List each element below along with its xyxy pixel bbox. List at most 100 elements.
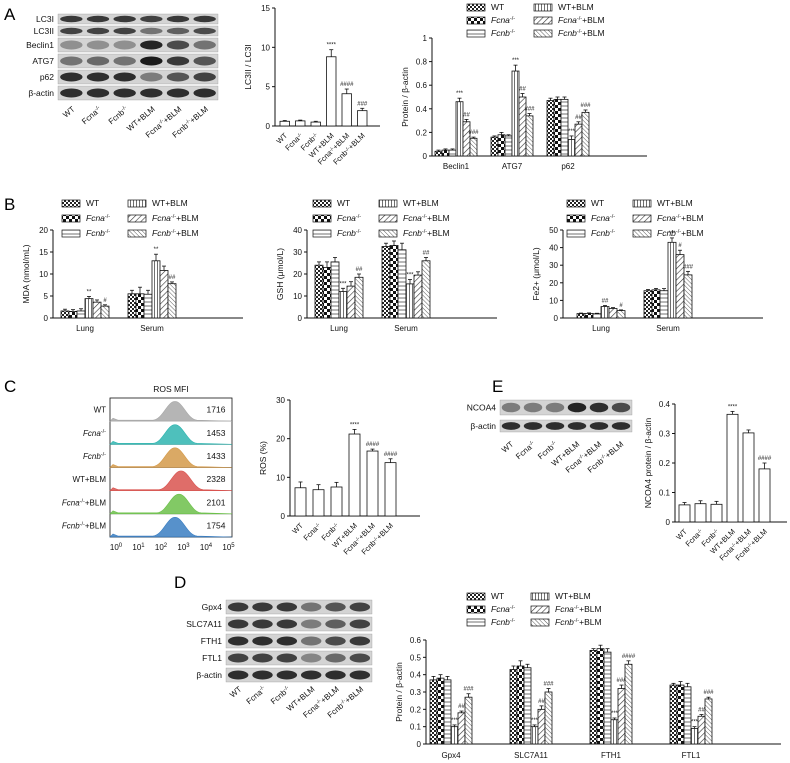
flow-mfi-value: 2328 bbox=[207, 474, 226, 484]
blot-band bbox=[349, 619, 371, 629]
blot-row-label: Gpx4 bbox=[202, 602, 223, 612]
y-tick-label: 0 bbox=[281, 512, 286, 521]
blot-band bbox=[166, 27, 190, 35]
blot-band bbox=[86, 56, 110, 66]
tick-base: 10 bbox=[155, 543, 164, 552]
legend-sup: -/- bbox=[510, 618, 515, 624]
bar bbox=[357, 110, 368, 127]
flow-x-tick: 100 bbox=[110, 543, 123, 552]
blot-band bbox=[300, 636, 322, 646]
bar bbox=[610, 719, 619, 745]
blot-lane-label: Fcna-/- bbox=[514, 439, 537, 461]
blot-band bbox=[523, 402, 543, 413]
flow-histogram bbox=[109, 517, 233, 538]
bar bbox=[167, 283, 177, 319]
label-sup: -/- bbox=[696, 527, 704, 535]
legend-sup: -/- bbox=[574, 605, 579, 611]
bar bbox=[726, 413, 739, 523]
label-sup: -/- bbox=[730, 541, 738, 549]
legend-label: Fcnb-/-+BLM bbox=[555, 617, 602, 627]
legend-swatch bbox=[466, 605, 486, 614]
bar bbox=[421, 260, 431, 319]
bar bbox=[429, 679, 438, 745]
blot-band bbox=[325, 653, 346, 663]
legend-label: Fcna-/- bbox=[86, 213, 110, 223]
y-tick-label: 1 bbox=[423, 34, 428, 43]
y-tick-label: 0.4 bbox=[410, 671, 422, 680]
y-tick-label: 0.8 bbox=[416, 58, 428, 67]
significance-mark: # bbox=[678, 243, 682, 249]
y-tick-label: 30 bbox=[549, 261, 558, 270]
y-tick-label: 0 bbox=[554, 314, 559, 323]
blot-band bbox=[140, 72, 163, 82]
x-tick-label: Gpx4 bbox=[441, 751, 461, 760]
legend-sup: -/- bbox=[610, 229, 615, 235]
legends: WTFcna-/-Fcnb-/-WT+BLMFcna-/-+BLMFcnb-/-… bbox=[61, 2, 704, 627]
y-tick-label: 0.3 bbox=[410, 688, 422, 697]
label-sup: -/- bbox=[120, 104, 128, 112]
y-tick-label: 0.4 bbox=[659, 400, 671, 409]
label-part: +BLM bbox=[188, 104, 210, 125]
flow-x-tick: 104 bbox=[200, 543, 213, 552]
legend-swatch bbox=[312, 214, 332, 223]
legend-sup: -/- bbox=[676, 229, 681, 235]
significance-mark: ### bbox=[468, 130, 479, 136]
y-tick-label: 0.2 bbox=[416, 128, 428, 137]
legend-swatch bbox=[61, 229, 81, 238]
legend-sup: -/- bbox=[356, 229, 361, 235]
blot-band bbox=[325, 619, 346, 629]
bar bbox=[758, 468, 771, 523]
bar bbox=[509, 669, 518, 745]
bar bbox=[322, 266, 332, 319]
blot-band bbox=[60, 27, 83, 35]
legend-label: Fcna-/-+BLM bbox=[152, 213, 199, 223]
bar bbox=[504, 135, 513, 157]
legend-label: Fcnb-/- bbox=[337, 228, 361, 238]
bar bbox=[704, 698, 713, 745]
legend-swatch bbox=[312, 229, 332, 238]
legend-part: +BLM bbox=[176, 213, 198, 223]
blot-band bbox=[252, 602, 273, 612]
legend-sup: -/- bbox=[610, 214, 615, 220]
legend-swatch bbox=[530, 605, 550, 614]
significance-mark: *** bbox=[691, 720, 699, 726]
y-tick-label: 30 bbox=[293, 248, 302, 257]
y-axis-title: Fe2+ (μmol/L) bbox=[531, 247, 541, 300]
bar bbox=[603, 651, 612, 745]
blot-band bbox=[252, 670, 273, 680]
label-sup: -/- bbox=[712, 527, 720, 535]
legend-label: WT+BLM bbox=[657, 198, 693, 208]
blot-lane-label: Fcna-/- bbox=[245, 684, 268, 706]
label-sup: -/- bbox=[258, 684, 266, 692]
blot-band bbox=[113, 56, 136, 66]
bar bbox=[624, 663, 633, 745]
flow-sample-label: WT+BLM bbox=[72, 475, 106, 484]
bar bbox=[567, 139, 576, 157]
y-tick-label: 15 bbox=[39, 248, 48, 257]
tick-exp: 2 bbox=[164, 543, 168, 549]
y-tick-label: 10 bbox=[293, 292, 302, 301]
legend-part: Fcna bbox=[337, 213, 356, 223]
bar bbox=[384, 462, 397, 517]
y-tick-label: 5 bbox=[44, 292, 49, 301]
blot-band bbox=[227, 602, 249, 612]
legend-swatch bbox=[466, 618, 486, 627]
legend-swatch bbox=[533, 29, 553, 38]
legend-swatch bbox=[127, 229, 147, 238]
legend-swatch bbox=[566, 229, 586, 238]
label-part: Fcna bbox=[83, 429, 101, 438]
label-sup: -/- bbox=[315, 698, 323, 706]
blot-band bbox=[611, 422, 631, 430]
blot-band bbox=[86, 27, 110, 35]
bar bbox=[574, 123, 583, 157]
legend-label: Fcna-/- bbox=[491, 604, 515, 614]
legend-swatch bbox=[378, 229, 398, 238]
legend: WTFcna-/-Fcnb-/-WT+BLMFcna-/-+BLMFcnb-/-… bbox=[466, 2, 605, 38]
blot-row-label: LC3I bbox=[36, 14, 54, 24]
bar bbox=[354, 276, 364, 319]
legend-swatch bbox=[378, 199, 398, 208]
bar bbox=[135, 293, 145, 319]
bar bbox=[151, 260, 161, 319]
significance-mark: *** bbox=[451, 718, 459, 724]
